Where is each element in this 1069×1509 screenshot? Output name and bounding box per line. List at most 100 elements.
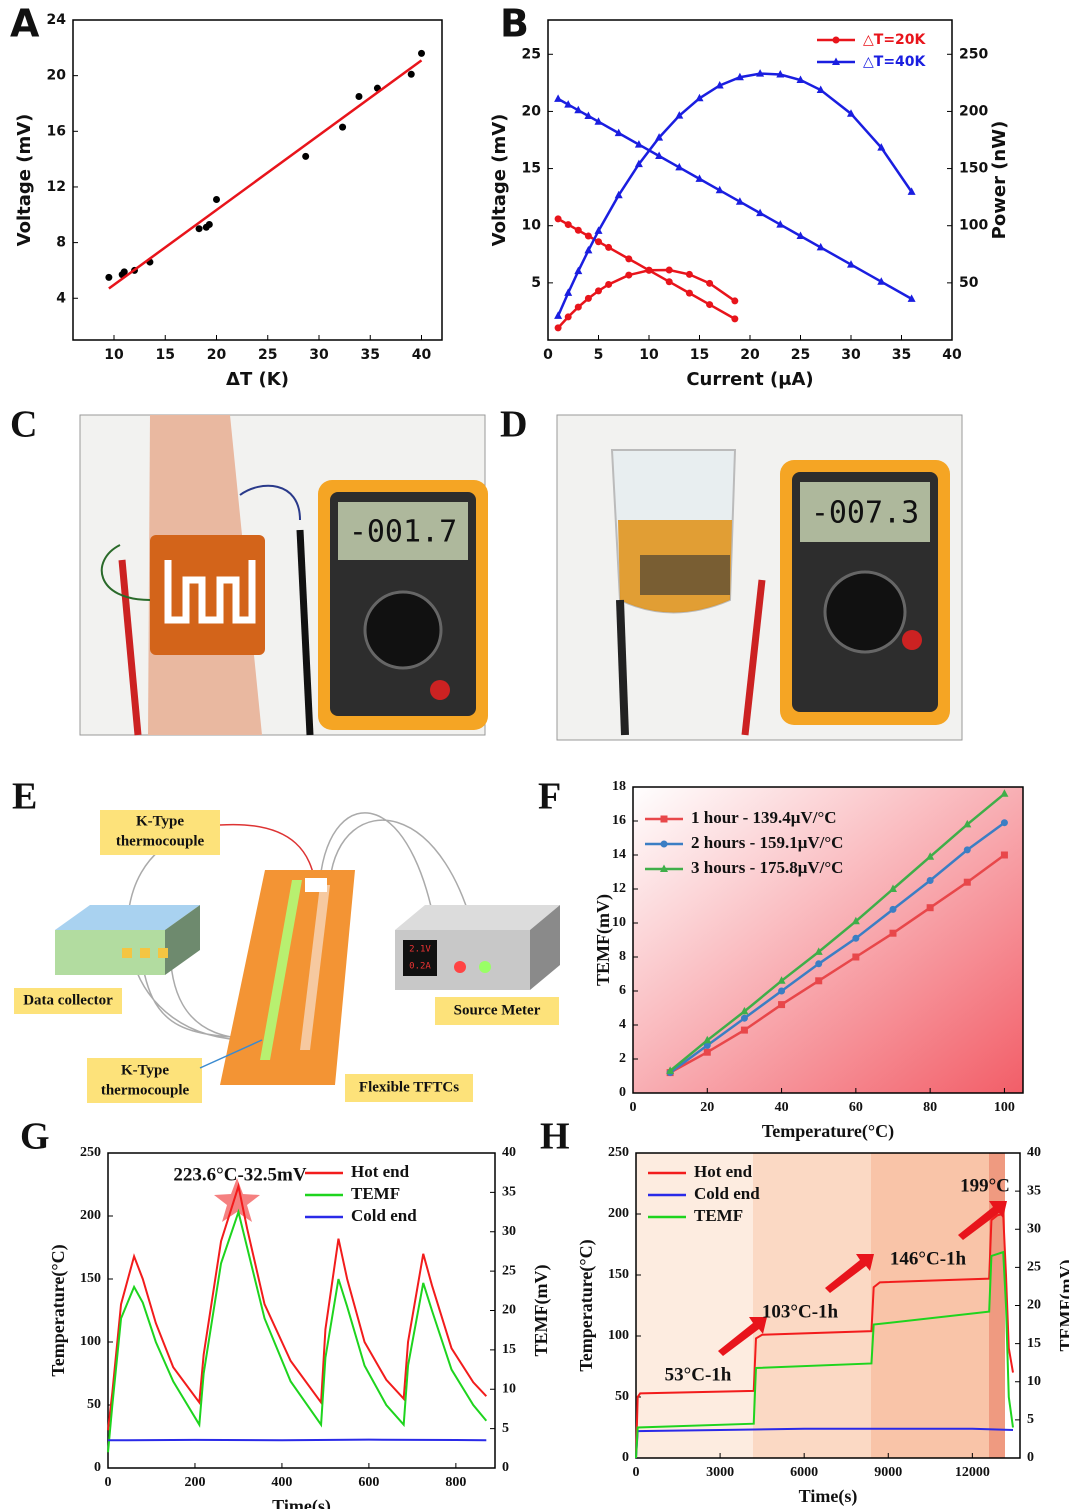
- point: [584, 294, 592, 302]
- y2-tick-label: 25: [1027, 1260, 1041, 1275]
- y-axis-label: Voltage (mV): [14, 114, 35, 247]
- photo-d: D -007.3: [500, 404, 963, 741]
- x-tick-label: 6000: [790, 1465, 818, 1480]
- point: [554, 324, 562, 332]
- y2-tick-label: 5: [502, 1421, 509, 1436]
- point: [1000, 819, 1008, 827]
- point: [735, 72, 744, 81]
- y2-tick-label: 25: [502, 1263, 516, 1278]
- legend-label: Cold end: [694, 1184, 760, 1203]
- point: [847, 260, 855, 268]
- y-axis-label: Voltage (mV): [489, 114, 510, 247]
- point: [574, 226, 582, 234]
- point: [814, 947, 823, 955]
- point: [847, 109, 855, 117]
- y2-tick-label: 20: [502, 1303, 516, 1318]
- x-tick-label: 3000: [706, 1465, 734, 1480]
- x-tick-label: 0: [630, 1100, 637, 1115]
- series-line: [107, 1438, 487, 1442]
- annotation: 199°C: [960, 1175, 1010, 1196]
- point: [595, 238, 602, 246]
- point: [731, 297, 739, 305]
- x-tick-label: 0: [543, 347, 553, 363]
- point: [778, 1001, 786, 1009]
- y2-tick-label: 15: [1027, 1336, 1041, 1351]
- x-tick-label: 15: [156, 347, 175, 363]
- x-tick-label: 10: [639, 347, 659, 363]
- legend-marker: [660, 864, 668, 872]
- photo-c: C -001.7: [10, 404, 488, 736]
- point: [877, 143, 886, 151]
- point: [963, 846, 971, 854]
- annotation-arrow: [958, 1201, 1007, 1240]
- legend-label: 1 hour - 139.4μV/°C: [691, 808, 837, 827]
- x-axis-label: Time(s): [272, 1496, 331, 1509]
- y-tick-label: 18: [612, 779, 626, 794]
- point: [740, 1006, 749, 1015]
- y-tick-label: 10: [612, 915, 626, 930]
- y-tick-label: 8: [619, 949, 626, 964]
- point: [963, 878, 971, 886]
- diagram-label: K-Type: [121, 1062, 169, 1078]
- y-tick-label: 20: [522, 103, 542, 119]
- point: [703, 1041, 711, 1049]
- legend-label: △T=20K: [863, 32, 927, 48]
- y2-tick-label: 40: [1027, 1145, 1041, 1160]
- point: [926, 904, 934, 912]
- x-tick-label: 100: [994, 1100, 1015, 1115]
- point: [564, 288, 573, 296]
- x-tick-label: 10: [104, 347, 124, 363]
- point: [213, 195, 220, 203]
- diagram-label: thermocouple: [101, 1082, 190, 1098]
- y-tick-label: 5: [531, 275, 541, 291]
- point: [815, 977, 823, 985]
- panel-label: B: [500, 2, 529, 46]
- chart: A 10 15 20 25 30 35 40 4 8 12 16 20 24 ΔT (K) Voltage (…: [10, 2, 443, 390]
- x-tick-label: 35: [892, 347, 911, 363]
- legend-label: 2 hours - 159.1μV/°C: [691, 833, 843, 852]
- point: [740, 1026, 748, 1034]
- point: [605, 243, 613, 251]
- point: [666, 1066, 675, 1074]
- series-line: [669, 853, 1006, 1074]
- x-tick-label: 80: [923, 1100, 937, 1115]
- y2-tick-label: 50: [959, 275, 979, 291]
- legend-label: △T=40K: [863, 54, 927, 70]
- x-tick-label: 9000: [874, 1465, 902, 1480]
- point: [625, 271, 633, 279]
- point: [695, 174, 704, 182]
- y-tick-label: 24: [47, 12, 67, 28]
- x-tick-label: 0: [633, 1465, 640, 1480]
- peak-star: [214, 1178, 260, 1222]
- point: [645, 266, 653, 274]
- series-line: [107, 1182, 488, 1431]
- point: [907, 294, 916, 302]
- point: [889, 884, 897, 892]
- point: [634, 140, 643, 148]
- y2-tick-label: 30: [1027, 1221, 1041, 1236]
- y2-tick-label: 0: [502, 1460, 509, 1475]
- annotation-arrow: [718, 1317, 767, 1356]
- annotation: 146°C-1h: [890, 1248, 967, 1269]
- y-tick-label: 250: [80, 1145, 101, 1160]
- point: [594, 226, 603, 234]
- axes-frame: [107, 1152, 496, 1469]
- chart: B 0 5 10 15 20 25 30 35 40 5 10 15 20 25 50 100 150 200 250…: [489, 2, 1010, 391]
- point: [595, 287, 602, 295]
- legend-label: TEMF: [351, 1184, 400, 1203]
- panel-label: D: [500, 404, 527, 446]
- diagram-label: Flexible TFTCs: [359, 1079, 459, 1095]
- plot-area: [108, 1153, 495, 1468]
- point: [796, 231, 805, 239]
- y-tick-label: 14: [612, 847, 626, 862]
- y-tick-label: 16: [47, 123, 66, 139]
- series-line: [669, 792, 1006, 1072]
- y-tick-label: 4: [619, 1017, 626, 1032]
- axes-frame: [632, 786, 1024, 1094]
- y-tick-label: 8: [56, 235, 66, 251]
- point: [665, 278, 673, 286]
- legend-marker: [660, 840, 668, 848]
- series-line: [556, 72, 913, 317]
- point: [1000, 851, 1008, 859]
